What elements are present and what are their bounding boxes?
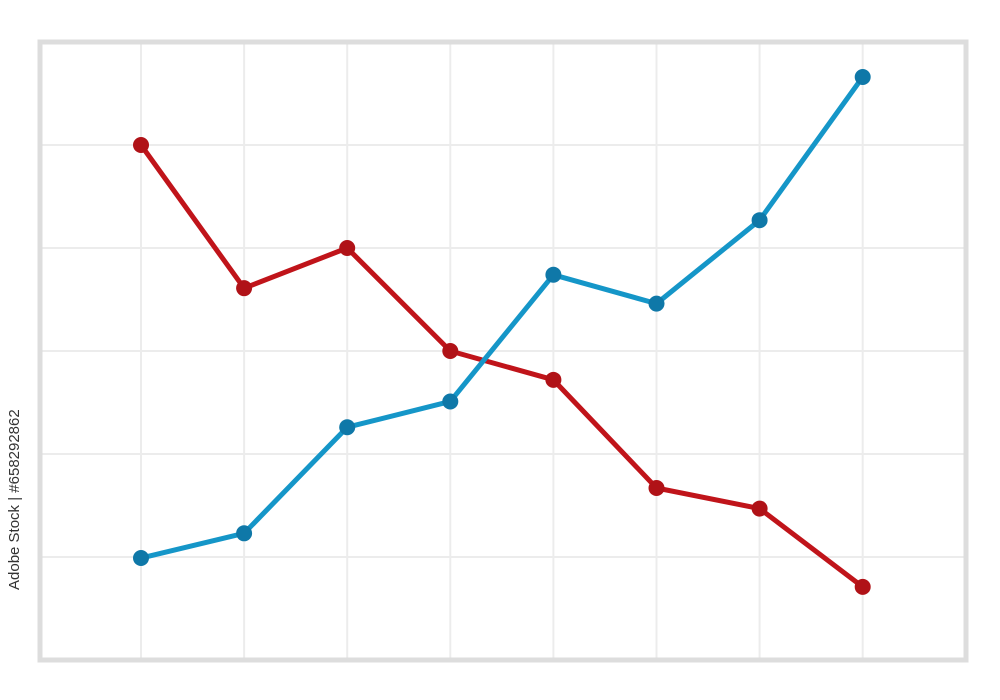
data-point-1 [339,419,356,436]
data-point-0 [442,343,459,359]
data-point-1 [545,266,562,283]
series-line-1 [140,75,865,561]
data-point-0 [648,479,665,496]
data-point-1 [442,393,459,410]
data-point-0 [339,240,356,256]
data-point-0 [133,137,149,153]
data-point-1 [751,212,768,229]
data-point-0 [545,371,562,388]
series-line-0 [138,143,865,589]
plot-frame [37,39,969,663]
data-point-0 [854,578,871,595]
data-point-1 [236,525,253,542]
data-point-1 [133,550,149,567]
data-point-1 [854,69,871,86]
watermark: Adobe Stock | #658292862 [6,409,23,590]
data-point-0 [236,280,253,297]
data-point-0 [751,500,768,517]
data-point-1 [648,295,665,312]
